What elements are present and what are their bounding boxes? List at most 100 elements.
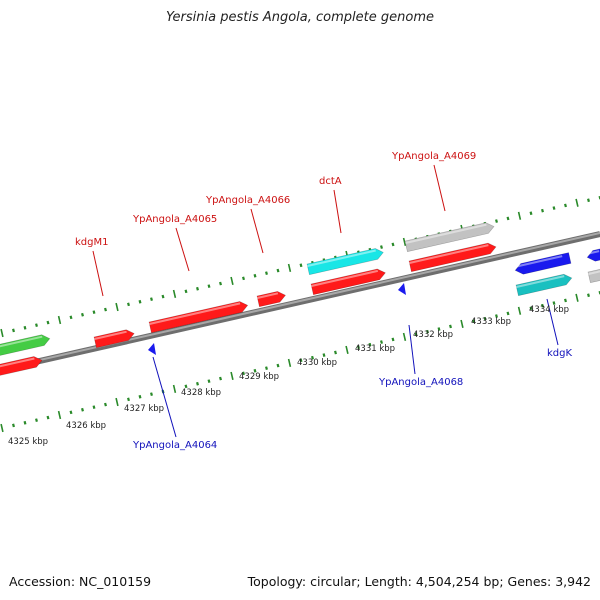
- minor-tick: [472, 319, 475, 324]
- minor-tick: [104, 307, 107, 312]
- minor-tick: [161, 294, 165, 299]
- minor-tick: [265, 366, 268, 370]
- gene-label-kdgM1: kdgM1: [75, 237, 108, 248]
- minor-tick: [69, 315, 73, 320]
- minor-tick: [23, 420, 27, 425]
- minor-tick: [380, 245, 383, 249]
- scale-tick-label: 4332 kbp: [413, 330, 453, 340]
- accession-text: Accession: NC_010159: [9, 574, 152, 589]
- minor-tick: [437, 327, 441, 331]
- scale-tick-label: 4334 kbp: [529, 305, 569, 315]
- reverse-marker: [398, 283, 406, 295]
- scale-tick-label: 4325 kbp: [8, 437, 48, 447]
- minor-tick: [150, 392, 153, 396]
- major-tick: [287, 358, 292, 367]
- minor-tick: [541, 208, 544, 213]
- scale-tick-label: 4326 kbp: [66, 421, 106, 431]
- minor-tick: [265, 271, 268, 275]
- major-tick: [57, 315, 62, 325]
- callout-YpAngola_A4064: [152, 356, 177, 438]
- minor-tick: [587, 198, 590, 203]
- minor-tick: [391, 242, 395, 247]
- major-tick: [287, 263, 292, 272]
- minor-tick: [242, 371, 245, 376]
- minor-tick: [92, 310, 96, 314]
- minor-tick: [69, 410, 73, 415]
- feature-highlight: [94, 330, 127, 340]
- minor-tick: [184, 384, 188, 389]
- minor-tick: [276, 268, 280, 273]
- feature-arrow-YpAngola_A4065: [148, 301, 249, 334]
- feature-arrow-dctA-2: [310, 268, 386, 296]
- minor-tick: [299, 263, 303, 268]
- minor-tick: [253, 273, 257, 278]
- minor-tick: [35, 418, 38, 422]
- major-tick: [0, 328, 4, 338]
- minor-tick: [552, 206, 556, 210]
- feature-track: [0, 222, 600, 376]
- feature-arrow-kdgK: [514, 252, 572, 275]
- minor-tick: [46, 415, 50, 420]
- major-tick: [230, 276, 234, 285]
- feature-arrow-YpAngola_A4069: [404, 222, 495, 253]
- callout-YpAngola_A4068: [408, 324, 416, 375]
- minor-tick: [196, 286, 199, 291]
- minor-tick: [276, 363, 280, 368]
- feature-arrow-green: [0, 334, 51, 356]
- feature-arrow-YpAngola_A4069-2: [408, 242, 497, 273]
- feature-arrow-edge-2: [587, 268, 600, 284]
- major-tick: [402, 332, 407, 341]
- minor-tick: [380, 340, 383, 344]
- minor-tick: [196, 381, 199, 386]
- minor-tick: [426, 329, 429, 334]
- callout-YpAngola_A4065: [175, 227, 190, 272]
- minor-tick: [35, 323, 38, 327]
- major-tick: [172, 384, 177, 393]
- feature-highlight: [0, 357, 35, 368]
- minor-tick: [334, 350, 337, 355]
- minor-tick: [391, 337, 395, 342]
- major-tick: [517, 306, 522, 315]
- minor-tick: [12, 328, 15, 333]
- forward-tick-track: [0, 195, 600, 338]
- minor-tick: [449, 324, 452, 329]
- minor-tick: [564, 298, 567, 303]
- feature-highlight: [405, 223, 487, 244]
- major-tick: [345, 345, 349, 354]
- major-tick: [402, 237, 407, 246]
- genome-summary-text: Topology: circular; Length: 4,504,254 bp…: [247, 574, 591, 589]
- minor-tick: [138, 394, 142, 399]
- callout-dctA: [333, 189, 342, 234]
- minor-tick: [541, 303, 544, 308]
- feature-arrow-red: [0, 356, 43, 376]
- feature-highlight: [307, 249, 376, 267]
- minor-tick: [150, 297, 153, 301]
- minor-tick: [81, 407, 84, 412]
- major-tick: [115, 302, 119, 312]
- minor-tick: [357, 345, 360, 350]
- feature-highlight: [586, 250, 600, 255]
- major-tick: [172, 289, 177, 298]
- genome-backbone-highlight: [0, 232, 600, 370]
- minor-tick: [552, 301, 556, 305]
- scale-tick-label: 4327 kbp: [124, 404, 164, 414]
- minor-tick: [242, 276, 245, 281]
- major-tick: [57, 410, 62, 420]
- feature-highlight: [514, 255, 563, 268]
- major-tick: [517, 211, 522, 220]
- map-title: Yersinia pestis Angola, complete genome: [166, 10, 434, 25]
- minor-tick: [219, 281, 222, 286]
- scale-tick-label: 4333 kbp: [471, 317, 511, 327]
- feature-arrow-kdgM1: [93, 329, 135, 349]
- major-tick: [0, 423, 4, 433]
- feature-highlight: [0, 335, 43, 348]
- feature-arrow-edge: [586, 248, 600, 262]
- gene-label-YpAngola_A4066: YpAngola_A4066: [205, 195, 290, 206]
- minor-tick: [368, 342, 372, 347]
- gene-label-YpAngola_A4069: YpAngola_A4069: [391, 151, 476, 162]
- scale-tick-label: 4331 kbp: [355, 344, 395, 354]
- major-tick: [115, 397, 119, 407]
- scale-tick-label: 4328 kbp: [181, 388, 221, 398]
